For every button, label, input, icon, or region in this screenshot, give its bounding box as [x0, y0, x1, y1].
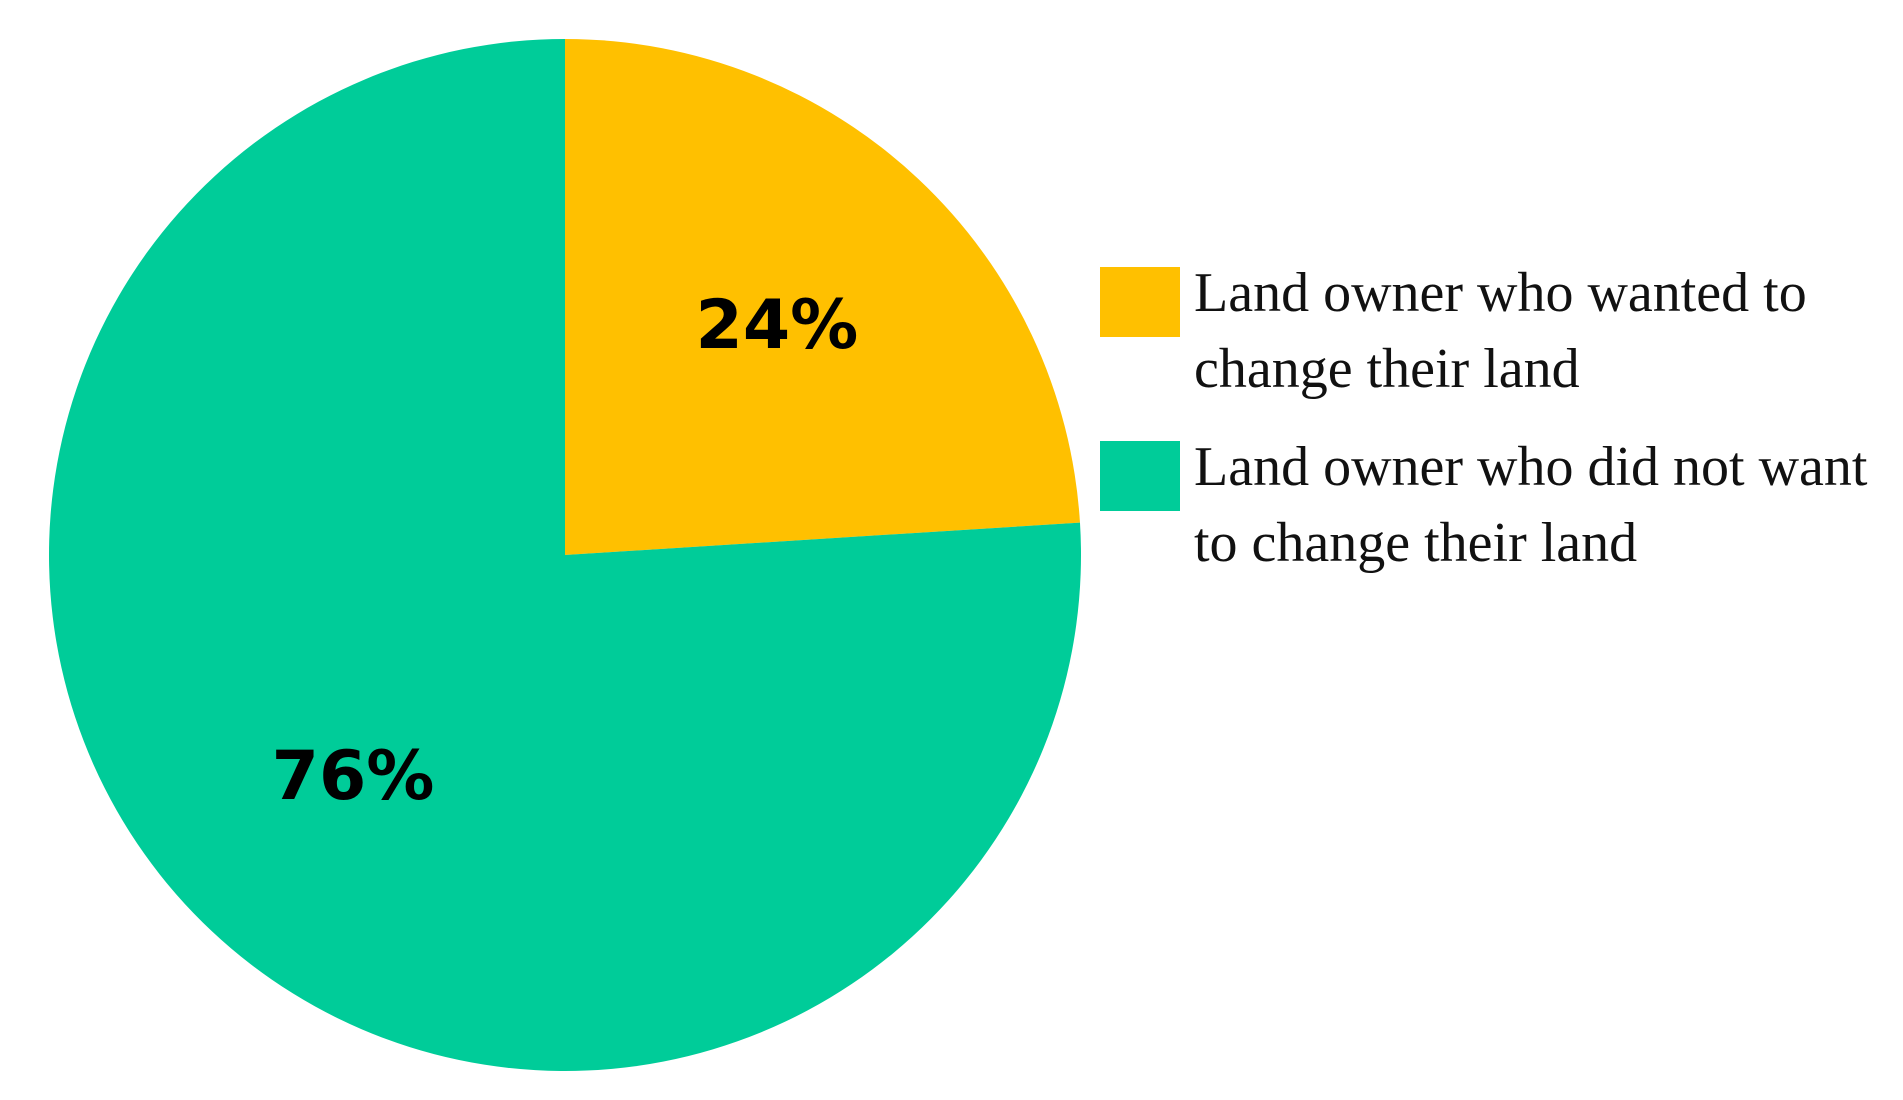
legend-item: Land owner who did not want to change th… [1100, 429, 1900, 581]
data-label: 24% [696, 286, 859, 365]
legend-swatch [1100, 441, 1180, 511]
legend-label: Land owner who wanted to change their la… [1194, 262, 1807, 400]
legend-label: Land owner who did not want to change th… [1194, 436, 1868, 574]
pie-slice [565, 39, 1080, 555]
data-label: 76% [272, 737, 435, 816]
legend-swatch [1100, 267, 1180, 337]
pie-slice [48, 39, 1082, 1072]
legend: Land owner who wanted to change their la… [1100, 255, 1900, 603]
legend-item: Land owner who wanted to change their la… [1100, 255, 1900, 407]
